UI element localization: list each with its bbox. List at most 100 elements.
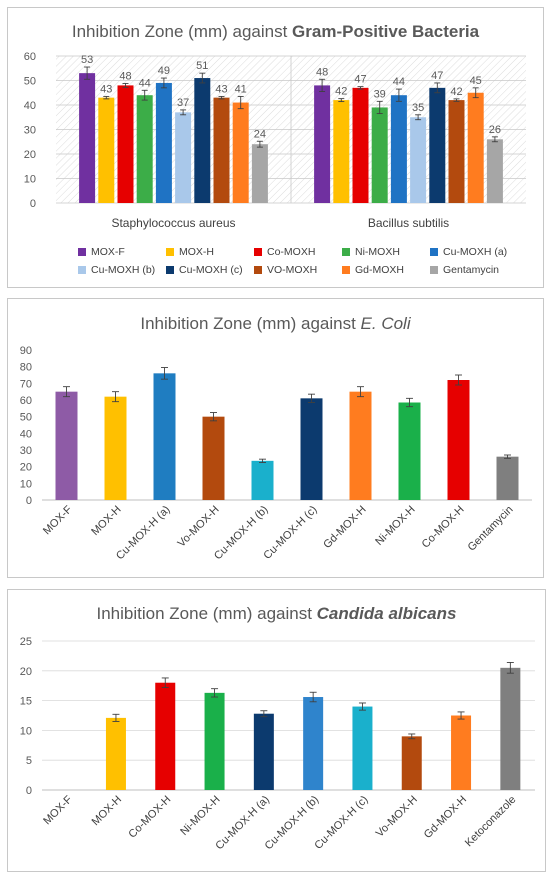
bar [371, 107, 388, 203]
legend-swatch [254, 266, 262, 274]
bar [429, 87, 446, 203]
legend-label: Cu-MOXH (a) [443, 246, 508, 258]
x-category-label: Gd-MOX-H [422, 794, 469, 841]
bar [451, 715, 472, 790]
x-category-label: Gentamycin [466, 504, 516, 554]
bar [300, 398, 323, 500]
legend-label: Gd-MOXH [355, 264, 405, 276]
legend-item: MOX-F [78, 246, 166, 258]
legend-swatch [78, 248, 86, 256]
y-tick-label: 25 [20, 636, 32, 648]
chart-title-emphasis: Gram-Positive Bacteria [292, 22, 480, 41]
data-label: 45 [470, 75, 482, 87]
data-label: 48 [316, 66, 328, 78]
y-tick-label: 20 [24, 149, 36, 161]
legend-item: VO-MOXH [254, 264, 342, 276]
x-category-label: Cu-MOX-H (c) [312, 794, 370, 852]
data-label: 26 [489, 124, 501, 136]
legend-label: MOX-H [179, 246, 214, 258]
y-tick-label: 0 [30, 198, 36, 210]
data-label: 42 [335, 86, 347, 98]
data-label: 51 [196, 60, 208, 72]
bar [153, 373, 176, 500]
y-tick-label: 50 [24, 76, 36, 88]
data-label: 53 [81, 54, 93, 66]
bar [467, 92, 484, 203]
legend-label: Co-MOXH [267, 246, 316, 258]
bar [333, 100, 350, 203]
bar [136, 95, 153, 203]
bar [251, 144, 268, 203]
data-label: 43 [215, 83, 227, 95]
data-label: 49 [158, 65, 170, 77]
y-tick-label: 30 [24, 125, 36, 137]
bar [352, 706, 373, 790]
bar [448, 100, 465, 203]
bar [79, 73, 96, 204]
data-label: 42 [450, 86, 462, 98]
bar-chart-gram-positive: 0 10 20 30 40 50 60 53 43 48 44 49 37 51 43 41 24 Staphyl… [24, 51, 526, 230]
bar [398, 402, 421, 500]
chart-title-emphasis: Candida albicans [316, 604, 457, 623]
y-tick-label: 40 [24, 100, 36, 112]
legend-swatch [254, 248, 262, 256]
bar [352, 87, 369, 203]
x-category-label: Bacillus subtilis [368, 216, 449, 230]
y-tick-label: 60 [20, 395, 32, 407]
x-category-label: Vo-MOX-H [176, 504, 222, 550]
data-label: 24 [254, 128, 266, 140]
data-label: 44 [139, 77, 151, 89]
legend-swatch [342, 248, 350, 256]
bar [500, 667, 521, 790]
bar [496, 456, 519, 500]
y-tick-label: 10 [24, 174, 36, 186]
legend-item: Cu-MOXH (c) [166, 264, 254, 276]
chart-title-text: Inhibition Zone (mm) against [140, 314, 361, 333]
x-category-label: MOX-F [41, 793, 75, 827]
chart-title-text: Inhibition Zone (mm) against [96, 604, 317, 623]
bar [105, 717, 126, 790]
x-category-label: MOX-F [41, 503, 75, 537]
bar [232, 102, 249, 203]
data-label: 39 [374, 88, 386, 100]
legend-label: MOX-F [91, 246, 125, 258]
bar [303, 697, 324, 790]
y-tick-label: 10 [20, 478, 32, 490]
legend-label: Cu-MOXH (c) [179, 264, 243, 276]
legend-item: MOX-H [166, 246, 254, 258]
bar [117, 85, 134, 203]
x-category-label: Co-MOX-H [420, 504, 467, 551]
bar [104, 396, 127, 500]
bar [98, 97, 115, 203]
bar [194, 78, 211, 203]
bar [204, 692, 225, 790]
data-label: 35 [412, 102, 424, 114]
y-tick-label: 60 [24, 51, 36, 63]
x-category-label: Co-MOX-H [126, 794, 173, 841]
y-tick-label: 10 [20, 725, 32, 737]
x-category-label: Vo-MOX-H [374, 794, 420, 840]
legend-swatch [342, 266, 350, 274]
y-tick-label: 0 [26, 785, 32, 797]
legend-label: Ni-MOXH [355, 246, 400, 258]
y-tick-label: 30 [20, 445, 32, 457]
legend-item: Gentamycin [430, 264, 518, 276]
y-tick-label: 70 [20, 378, 32, 390]
bar [486, 139, 503, 203]
x-category-label: Ni-MOX-H [373, 504, 417, 548]
bar [390, 95, 407, 203]
y-tick-label: 20 [20, 666, 32, 678]
bar [155, 682, 176, 790]
data-label: 47 [354, 74, 366, 86]
bar [213, 97, 230, 203]
legend-row: MOX-F MOX-H Co-MOXH Ni-MOXH Cu-MOXH (a) [78, 246, 518, 258]
y-tick-label: 50 [20, 412, 32, 424]
y-tick-label: 0 [26, 495, 32, 507]
y-tick-label: 90 [20, 345, 32, 357]
bar [401, 736, 422, 790]
legend-swatch [166, 248, 174, 256]
x-category-label: Ketoconazole [463, 794, 519, 850]
chart-panel-gram-positive: Inhibition Zone (mm) against Gram-Positi… [7, 7, 544, 288]
x-category-label: MOX-H [90, 794, 124, 828]
